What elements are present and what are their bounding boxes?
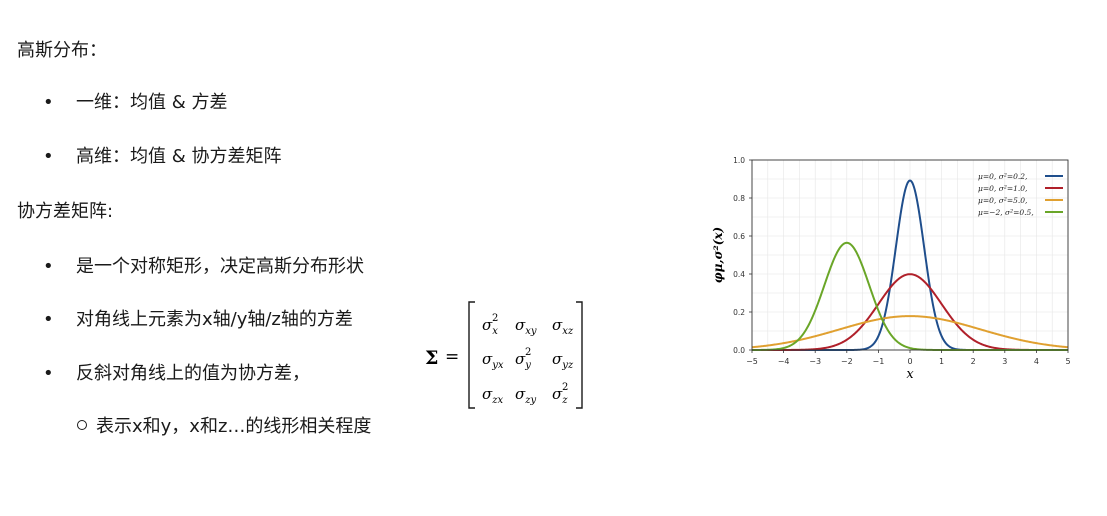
bullet-nd-text: 高维：均值 & 协方差矩阵 bbox=[76, 146, 282, 167]
chart-axes: −5 −4 −3 −2 −1 0 1 2 3 4 5 0.0 0.2 0.4 0.6 0.8 1.0 x φμ,σ²… bbox=[711, 156, 1071, 382]
x-tick-label: −2 bbox=[841, 357, 853, 366]
x-tick-label: 1 bbox=[939, 357, 944, 366]
x-tick-label: −1 bbox=[873, 357, 885, 366]
x-tick-label: 4 bbox=[1034, 357, 1039, 366]
matrix-cell: σyz bbox=[552, 350, 574, 371]
matrix-cell-superscript: 2 bbox=[525, 347, 531, 358]
bullet-symmetric: • 是一个对称矩形，决定高斯分布形状 bbox=[43, 256, 364, 278]
equals-sign: = bbox=[445, 347, 459, 367]
bullet-diagonal-text: 对角线上元素为x轴/y轴/z轴的方差 bbox=[76, 309, 353, 330]
x-axis-label: x bbox=[906, 367, 914, 382]
matrix-cell-superscript: 2 bbox=[562, 382, 568, 393]
y-tick-label: 0.8 bbox=[733, 194, 745, 203]
gaussian-chart: −5 −4 −3 −2 −1 0 1 2 3 4 5 0.0 0.2 0.4 0.6 0.8 1.0 x φμ,σ²… bbox=[711, 156, 1071, 382]
bullet-diagonal: • 对角线上元素为x轴/y轴/z轴的方差 bbox=[43, 309, 353, 331]
legend-label: μ=−2, σ²=0.5, bbox=[978, 208, 1034, 217]
bullet-antidiagonal-text: 反斜对角线上的值为协方差， bbox=[76, 363, 310, 384]
heading-gaussian: 高斯分布： bbox=[17, 40, 107, 61]
y-tick-label: 1.0 bbox=[733, 156, 745, 165]
chart-legend: μ=0, σ²=0.2, μ=0, σ²=1.0, μ=0, σ²=5.0, μ=−2… bbox=[978, 172, 1063, 217]
matrix-cell: σzy bbox=[515, 385, 537, 406]
bullet-dot: • bbox=[43, 146, 54, 167]
bullet-nd: • 高维：均值 & 协方差矩阵 bbox=[43, 146, 281, 168]
bullet-antidiagonal: • 反斜对角线上的值为协方差， bbox=[43, 363, 310, 385]
x-tick-label: −5 bbox=[746, 357, 758, 366]
sub-bullet-text: 表示x和y，x和z…的线形相关程度 bbox=[96, 416, 372, 437]
right-bracket bbox=[576, 301, 583, 409]
y-tick-label: 0.2 bbox=[733, 308, 745, 317]
matrix-cell: σzx bbox=[482, 385, 504, 406]
bullet-dot: • bbox=[43, 92, 54, 113]
x-tick-label: 2 bbox=[971, 357, 976, 366]
bullet-dot: • bbox=[43, 256, 54, 277]
y-tick-label: 0.0 bbox=[733, 346, 745, 355]
x-tick-label: 5 bbox=[1065, 357, 1070, 366]
bullet-symmetric-text: 是一个对称矩形，决定高斯分布形状 bbox=[76, 256, 364, 277]
y-tick-label: 0.4 bbox=[733, 270, 745, 279]
matrix-cell: σy bbox=[515, 350, 531, 371]
left-bracket bbox=[468, 301, 475, 409]
legend-label: μ=0, σ²=0.2, bbox=[978, 172, 1027, 181]
sub-bullet: 表示x和y，x和z…的线形相关程度 bbox=[77, 416, 371, 438]
bullet-dot: • bbox=[43, 309, 54, 330]
legend-label: μ=0, σ²=1.0, bbox=[978, 184, 1027, 193]
series-line bbox=[751, 315, 1069, 349]
x-tick-label: −4 bbox=[778, 357, 790, 366]
sub-bullet-circle bbox=[77, 420, 87, 430]
bullet-1d-text: 一维：均值 & 方差 bbox=[76, 92, 228, 113]
matrix-cell: σxz bbox=[552, 316, 574, 337]
bullet-1d: • 一维：均值 & 方差 bbox=[43, 92, 227, 114]
x-tick-label: −3 bbox=[809, 357, 821, 366]
matrix-cell: σxy bbox=[515, 316, 537, 337]
matrix-cell: σyx bbox=[482, 350, 504, 371]
x-tick-label: 0 bbox=[907, 357, 912, 366]
matrix-cell: σx bbox=[482, 316, 498, 337]
heading-covariance: 协方差矩阵: bbox=[17, 201, 114, 222]
sigma-symbol: Σ bbox=[425, 347, 438, 369]
y-axis-label: φμ,σ²(x) bbox=[711, 227, 725, 283]
matrix-cell: σz bbox=[552, 385, 568, 406]
x-tick-label: 3 bbox=[1002, 357, 1007, 366]
legend-label: μ=0, σ²=5.0, bbox=[978, 196, 1027, 205]
bullet-dot: • bbox=[43, 363, 54, 384]
y-tick-label: 0.6 bbox=[733, 232, 745, 241]
matrix-cell-superscript: 2 bbox=[492, 313, 498, 324]
